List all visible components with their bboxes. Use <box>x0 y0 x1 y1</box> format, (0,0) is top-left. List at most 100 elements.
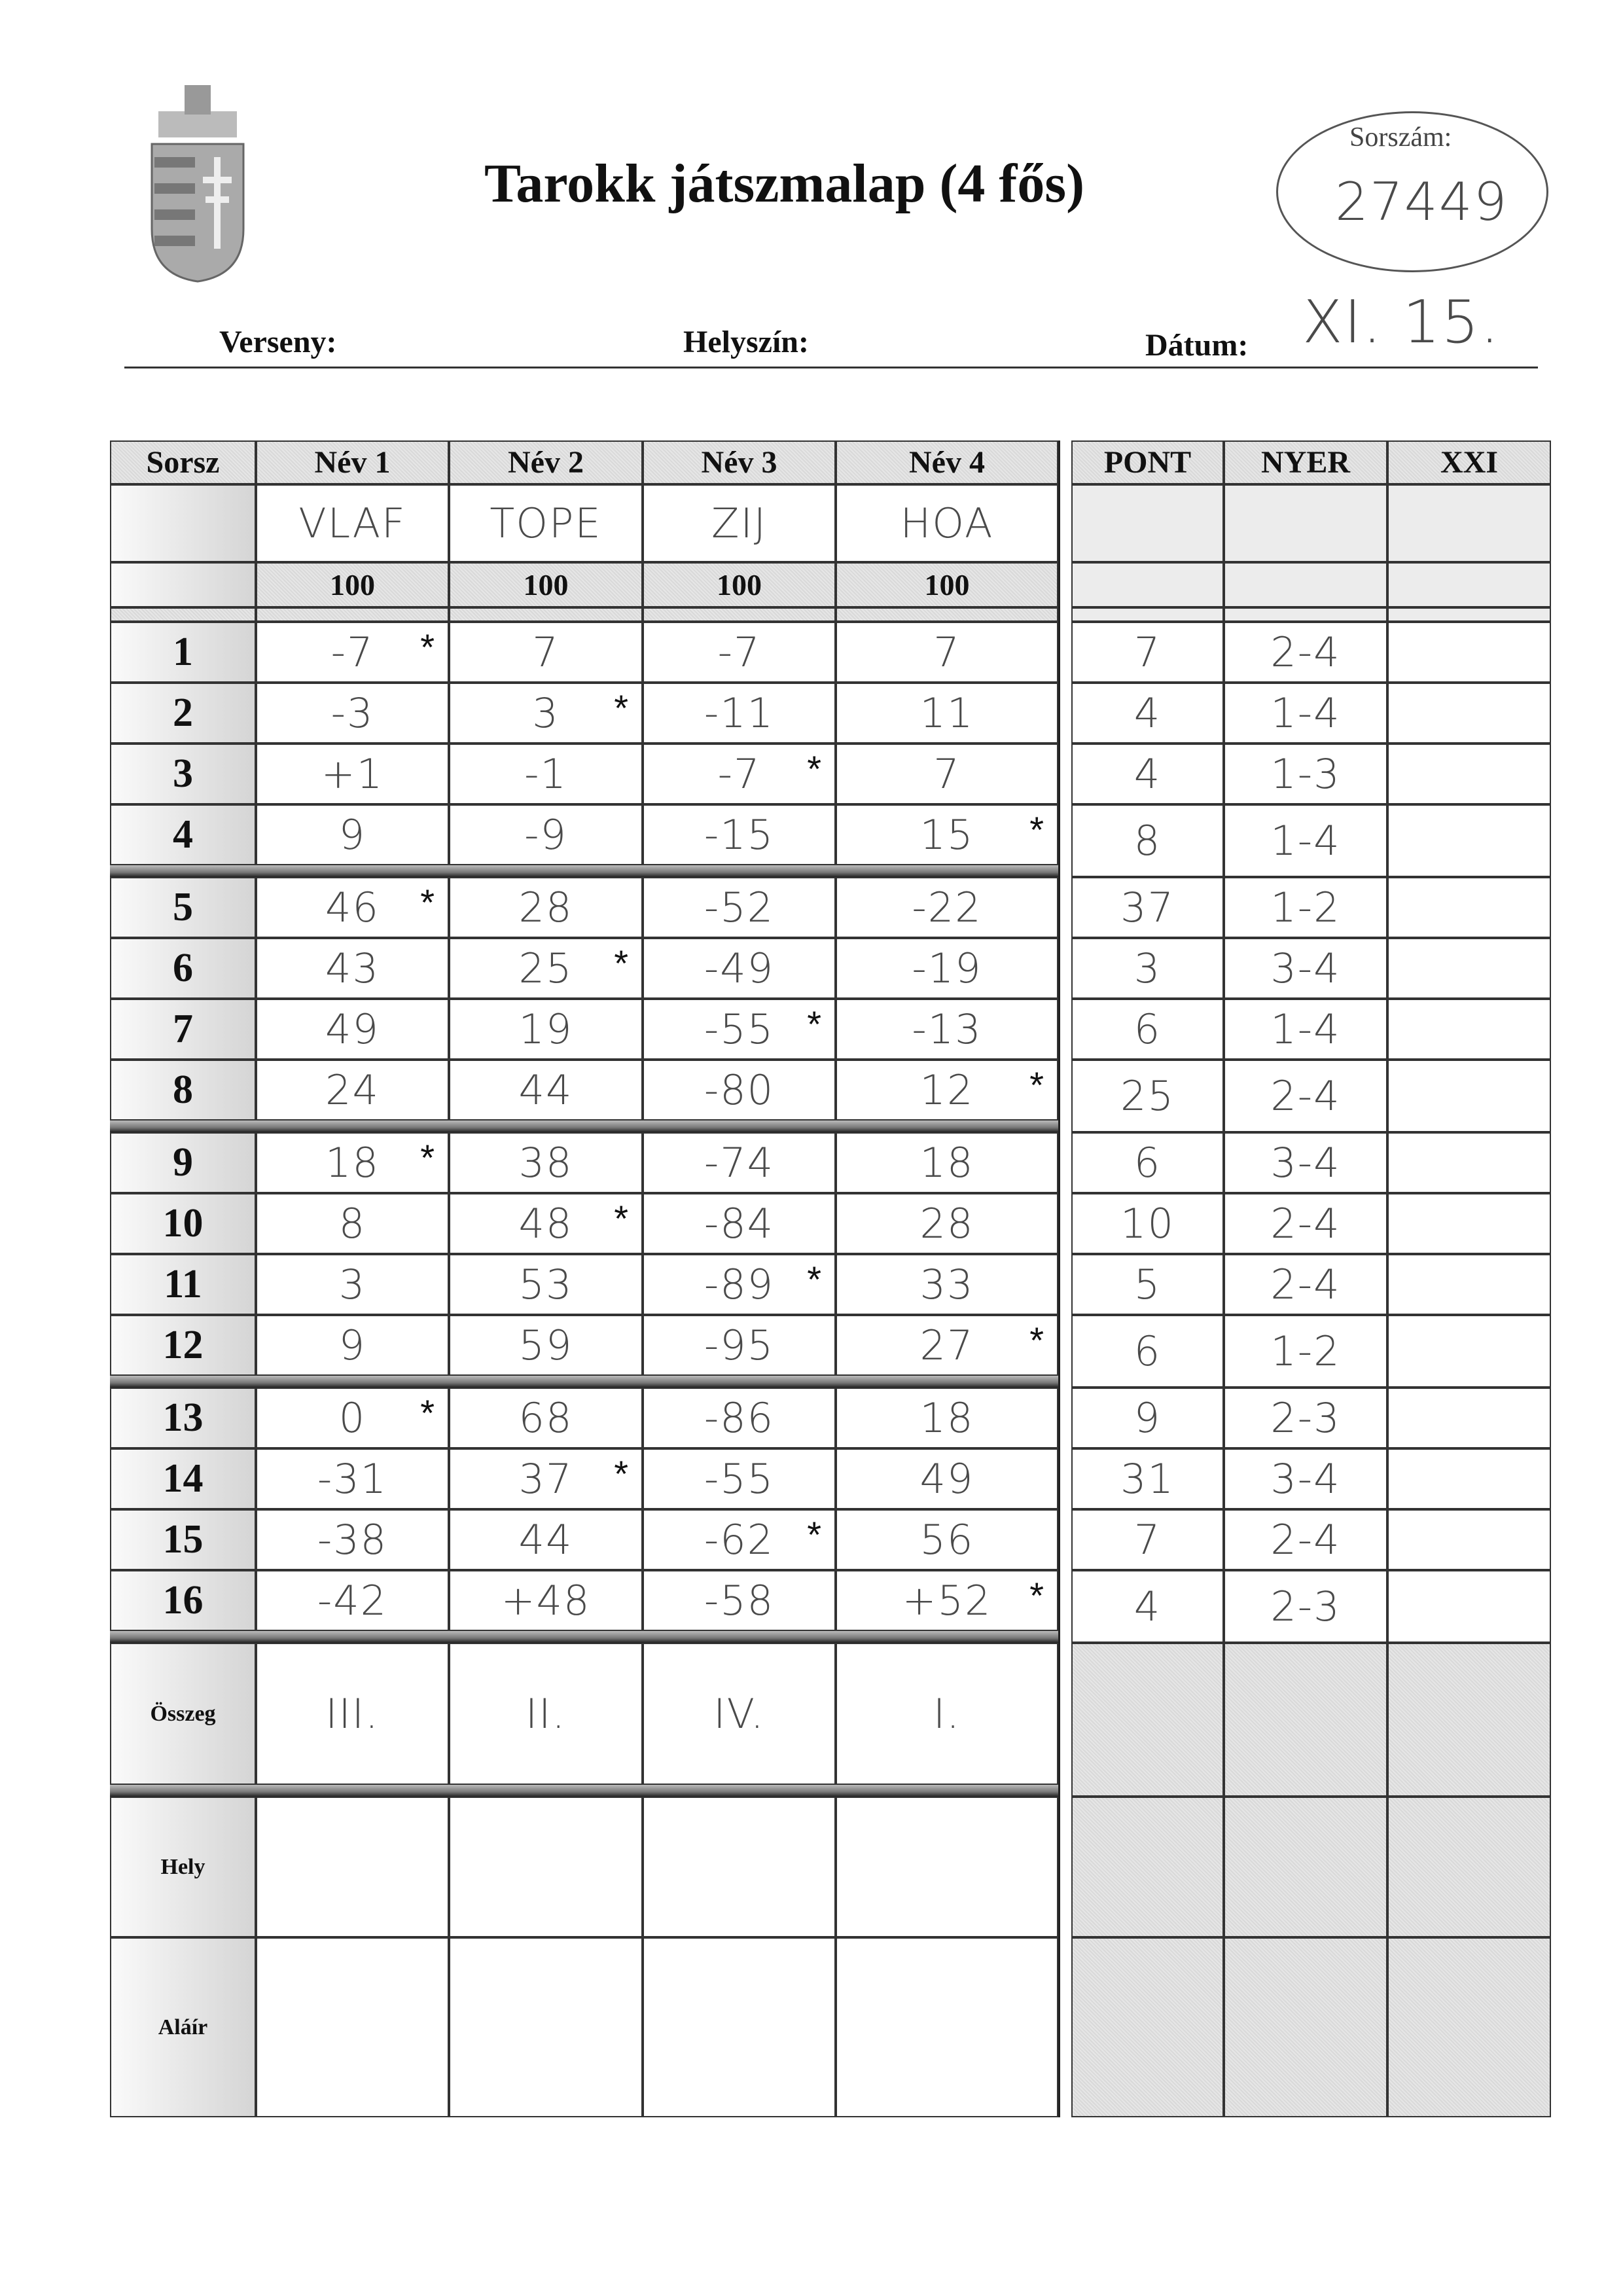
score-cell[interactable]: -31 <box>256 1448 449 1509</box>
nyer-cell[interactable]: 1-3 <box>1224 744 1387 804</box>
score-cell[interactable]: -3 <box>256 683 449 744</box>
score-cell[interactable]: -80 <box>643 1060 836 1121</box>
place-cell[interactable] <box>256 1797 449 1937</box>
pont-cell[interactable]: 8 <box>1071 804 1224 877</box>
player-name-field[interactable]: HOA <box>836 484 1058 562</box>
score-cell[interactable]: 0 * <box>256 1388 449 1448</box>
sum-cell[interactable]: IV. <box>643 1643 836 1785</box>
xxi-cell[interactable] <box>1387 1315 1551 1388</box>
nyer-cell[interactable]: 3-4 <box>1224 1448 1387 1509</box>
score-cell[interactable]: 38 <box>449 1132 643 1193</box>
score-cell[interactable]: 44 <box>449 1509 643 1570</box>
score-cell[interactable]: -38 <box>256 1509 449 1570</box>
nyer-cell[interactable]: 2-4 <box>1224 1060 1387 1132</box>
pont-cell[interactable]: 6 <box>1071 1132 1224 1193</box>
pont-cell[interactable]: 7 <box>1071 622 1224 683</box>
score-cell[interactable]: -22 <box>836 877 1058 938</box>
score-cell[interactable]: -1 <box>449 744 643 804</box>
xxi-cell[interactable] <box>1387 938 1551 999</box>
score-cell[interactable]: 49 <box>836 1448 1058 1509</box>
xxi-cell[interactable] <box>1387 1388 1551 1448</box>
xxi-cell[interactable] <box>1387 1509 1551 1570</box>
sign-cell[interactable] <box>836 1937 1058 2117</box>
pont-cell[interactable]: 3 <box>1071 938 1224 999</box>
score-cell[interactable]: -89 * <box>643 1254 836 1315</box>
xxi-cell[interactable] <box>1387 683 1551 744</box>
pont-cell[interactable]: 7 <box>1071 1509 1224 1570</box>
xxi-cell[interactable] <box>1387 1060 1551 1132</box>
score-cell[interactable]: 15 * <box>836 804 1058 865</box>
score-cell[interactable]: 33 <box>836 1254 1058 1315</box>
place-cell[interactable] <box>836 1797 1058 1937</box>
xxi-cell[interactable] <box>1387 744 1551 804</box>
score-cell[interactable]: 28 <box>836 1193 1058 1254</box>
score-cell[interactable]: +52 * <box>836 1570 1058 1631</box>
score-cell[interactable]: 48 * <box>449 1193 643 1254</box>
score-cell[interactable]: 9 <box>256 1315 449 1376</box>
score-cell[interactable]: 37 * <box>449 1448 643 1509</box>
pont-cell[interactable]: 10 <box>1071 1193 1224 1254</box>
score-cell[interactable]: 53 <box>449 1254 643 1315</box>
xxi-cell[interactable] <box>1387 622 1551 683</box>
score-cell[interactable]: -42 <box>256 1570 449 1631</box>
score-cell[interactable]: 56 <box>836 1509 1058 1570</box>
pont-cell[interactable]: 6 <box>1071 1315 1224 1388</box>
sum-cell[interactable]: II. <box>449 1643 643 1785</box>
score-cell[interactable]: 46 * <box>256 877 449 938</box>
score-cell[interactable]: 44 <box>449 1060 643 1121</box>
score-cell[interactable]: 43 <box>256 938 449 999</box>
pont-cell[interactable]: 6 <box>1071 999 1224 1060</box>
pont-cell[interactable]: 37 <box>1071 877 1224 938</box>
pont-cell[interactable]: 5 <box>1071 1254 1224 1315</box>
score-cell[interactable]: 11 <box>836 683 1058 744</box>
sign-cell[interactable] <box>643 1937 836 2117</box>
score-cell[interactable]: -7 <box>643 622 836 683</box>
nyer-cell[interactable]: 1-4 <box>1224 683 1387 744</box>
score-cell[interactable]: 18 <box>836 1388 1058 1448</box>
xxi-cell[interactable] <box>1387 1570 1551 1643</box>
place-cell[interactable] <box>449 1797 643 1937</box>
score-cell[interactable]: -9 <box>449 804 643 865</box>
score-cell[interactable]: +1 <box>256 744 449 804</box>
score-cell[interactable]: 59 <box>449 1315 643 1376</box>
score-cell[interactable]: 18 <box>836 1132 1058 1193</box>
score-cell[interactable]: -86 <box>643 1388 836 1448</box>
pont-cell[interactable]: 9 <box>1071 1388 1224 1448</box>
score-cell[interactable]: -49 <box>643 938 836 999</box>
pont-cell[interactable]: 4 <box>1071 744 1224 804</box>
player-name-field[interactable]: VLAF <box>256 484 449 562</box>
nyer-cell[interactable]: 2-4 <box>1224 1509 1387 1570</box>
score-cell[interactable]: -58 <box>643 1570 836 1631</box>
score-cell[interactable]: 27 * <box>836 1315 1058 1376</box>
score-cell[interactable]: 7 <box>836 744 1058 804</box>
score-cell[interactable]: -95 <box>643 1315 836 1376</box>
nyer-cell[interactable]: 3-4 <box>1224 938 1387 999</box>
score-cell[interactable]: 49 <box>256 999 449 1060</box>
pont-cell[interactable]: 25 <box>1071 1060 1224 1132</box>
score-cell[interactable]: -11 <box>643 683 836 744</box>
xxi-cell[interactable] <box>1387 1193 1551 1254</box>
score-cell[interactable]: -7 * <box>643 744 836 804</box>
nyer-cell[interactable]: 2-3 <box>1224 1570 1387 1643</box>
sign-cell[interactable] <box>449 1937 643 2117</box>
score-cell[interactable]: -84 <box>643 1193 836 1254</box>
xxi-cell[interactable] <box>1387 804 1551 877</box>
score-cell[interactable]: 3 <box>256 1254 449 1315</box>
score-cell[interactable]: -55 <box>643 1448 836 1509</box>
score-cell[interactable]: -13 <box>836 999 1058 1060</box>
score-cell[interactable]: 3 * <box>449 683 643 744</box>
nyer-cell[interactable]: 1-4 <box>1224 999 1387 1060</box>
pont-cell[interactable]: 31 <box>1071 1448 1224 1509</box>
xxi-cell[interactable] <box>1387 1254 1551 1315</box>
xxi-cell[interactable] <box>1387 999 1551 1060</box>
score-cell[interactable]: 19 <box>449 999 643 1060</box>
score-cell[interactable]: 18 * <box>256 1132 449 1193</box>
place-cell[interactable] <box>643 1797 836 1937</box>
nyer-cell[interactable]: 3-4 <box>1224 1132 1387 1193</box>
nyer-cell[interactable]: 1-2 <box>1224 1315 1387 1388</box>
player-name-field[interactable]: TOPE <box>449 484 643 562</box>
score-cell[interactable]: -74 <box>643 1132 836 1193</box>
score-cell[interactable]: -52 <box>643 877 836 938</box>
score-cell[interactable]: -62 * <box>643 1509 836 1570</box>
nyer-cell[interactable]: 2-4 <box>1224 1193 1387 1254</box>
